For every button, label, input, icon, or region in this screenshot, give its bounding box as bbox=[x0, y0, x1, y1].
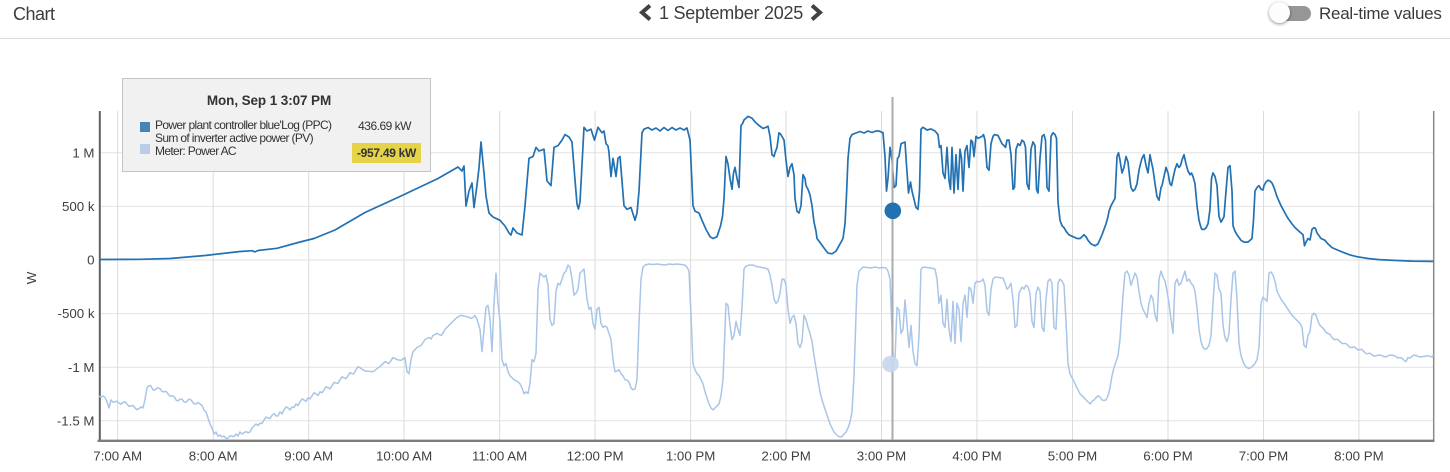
svg-text:3:00 PM: 3:00 PM bbox=[857, 449, 907, 464]
svg-text:5:00 PM: 5:00 PM bbox=[1048, 449, 1098, 464]
svg-text:1:00 PM: 1:00 PM bbox=[666, 449, 716, 464]
svg-text:2:00 PM: 2:00 PM bbox=[761, 449, 811, 464]
svg-text:9:00 AM: 9:00 AM bbox=[284, 449, 333, 464]
svg-text:12:00 PM: 12:00 PM bbox=[567, 449, 624, 464]
svg-text:11:00 AM: 11:00 AM bbox=[472, 449, 527, 464]
svg-text:W: W bbox=[24, 271, 39, 284]
svg-text:4:00 PM: 4:00 PM bbox=[952, 449, 1002, 464]
svg-text:0: 0 bbox=[87, 253, 94, 268]
svg-text:-1 M: -1 M bbox=[68, 360, 95, 375]
svg-text:7:00 AM: 7:00 AM bbox=[93, 449, 142, 464]
svg-text:8:00 PM: 8:00 PM bbox=[1334, 449, 1384, 464]
svg-text:-500 k: -500 k bbox=[58, 306, 95, 321]
svg-text:8:00 AM: 8:00 AM bbox=[189, 449, 238, 464]
svg-text:1 M: 1 M bbox=[72, 145, 94, 160]
svg-text:-1.5 M: -1.5 M bbox=[57, 413, 95, 428]
svg-text:7:00 PM: 7:00 PM bbox=[1239, 449, 1289, 464]
svg-text:10:00 AM: 10:00 AM bbox=[376, 449, 432, 464]
svg-text:6:00 PM: 6:00 PM bbox=[1143, 449, 1193, 464]
svg-text:500 k: 500 k bbox=[62, 199, 95, 214]
